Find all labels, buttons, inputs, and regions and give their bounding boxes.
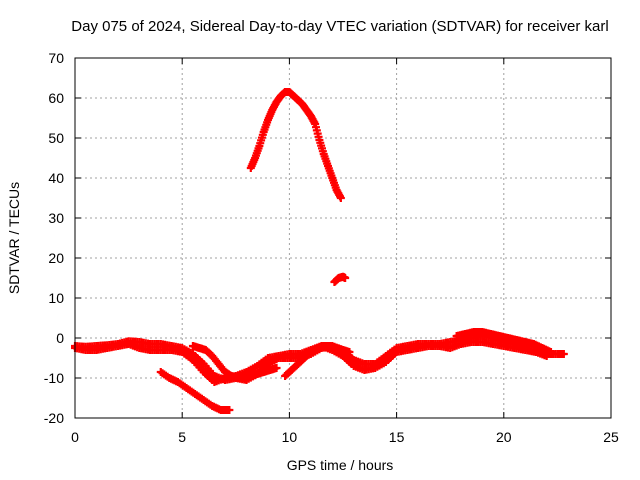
- series-arc-1: [71, 332, 568, 384]
- series-arc-3: [188, 342, 281, 382]
- data-point: [341, 274, 350, 282]
- grid: [75, 58, 611, 418]
- series-arc-6: [156, 368, 234, 414]
- x-tick-label: 25: [603, 429, 619, 445]
- y-axis: -20 -10 0 10 20 30 40 50 60 70: [44, 50, 611, 426]
- x-tick-label: 5: [178, 429, 186, 445]
- plot-frame: [74, 57, 612, 419]
- data-point: [546, 348, 555, 356]
- y-tick-label: 20: [48, 250, 64, 266]
- y-tick-label: 40: [48, 170, 64, 186]
- data-point: [559, 350, 568, 358]
- data-point: [336, 194, 345, 202]
- x-axis-label: GPS time / hours: [287, 457, 394, 473]
- data-point: [345, 348, 354, 356]
- x-tick-label: 10: [282, 429, 298, 445]
- y-tick-label: -10: [44, 370, 64, 386]
- x-tick-label: 15: [389, 429, 405, 445]
- x-axis: 0 5 10 15 20 25: [71, 58, 619, 445]
- y-tick-label: -20: [44, 410, 64, 426]
- y-tick-label: 60: [48, 90, 64, 106]
- series-arc-2: [71, 338, 551, 386]
- y-tick-label: 50: [48, 130, 64, 146]
- chart-title: Day 075 of 2024, Sidereal Day-to-day VTE…: [71, 18, 608, 35]
- y-tick-label: 70: [48, 50, 64, 66]
- series-arc-5: [452, 328, 555, 356]
- y-axis-label: SDTVAR / TECUs: [6, 182, 22, 294]
- y-tick-label: 30: [48, 210, 64, 226]
- series-arc-8: [330, 272, 350, 286]
- y-tick-label: 10: [48, 290, 64, 306]
- series-arc-7: [246, 88, 345, 202]
- series-arc-4: [281, 342, 354, 380]
- x-tick-label: 20: [496, 429, 512, 445]
- data-point: [225, 406, 234, 414]
- x-tick-label: 0: [71, 429, 79, 445]
- data-point: [272, 364, 281, 372]
- y-tick-label: 0: [56, 330, 64, 346]
- data-points: [71, 88, 568, 414]
